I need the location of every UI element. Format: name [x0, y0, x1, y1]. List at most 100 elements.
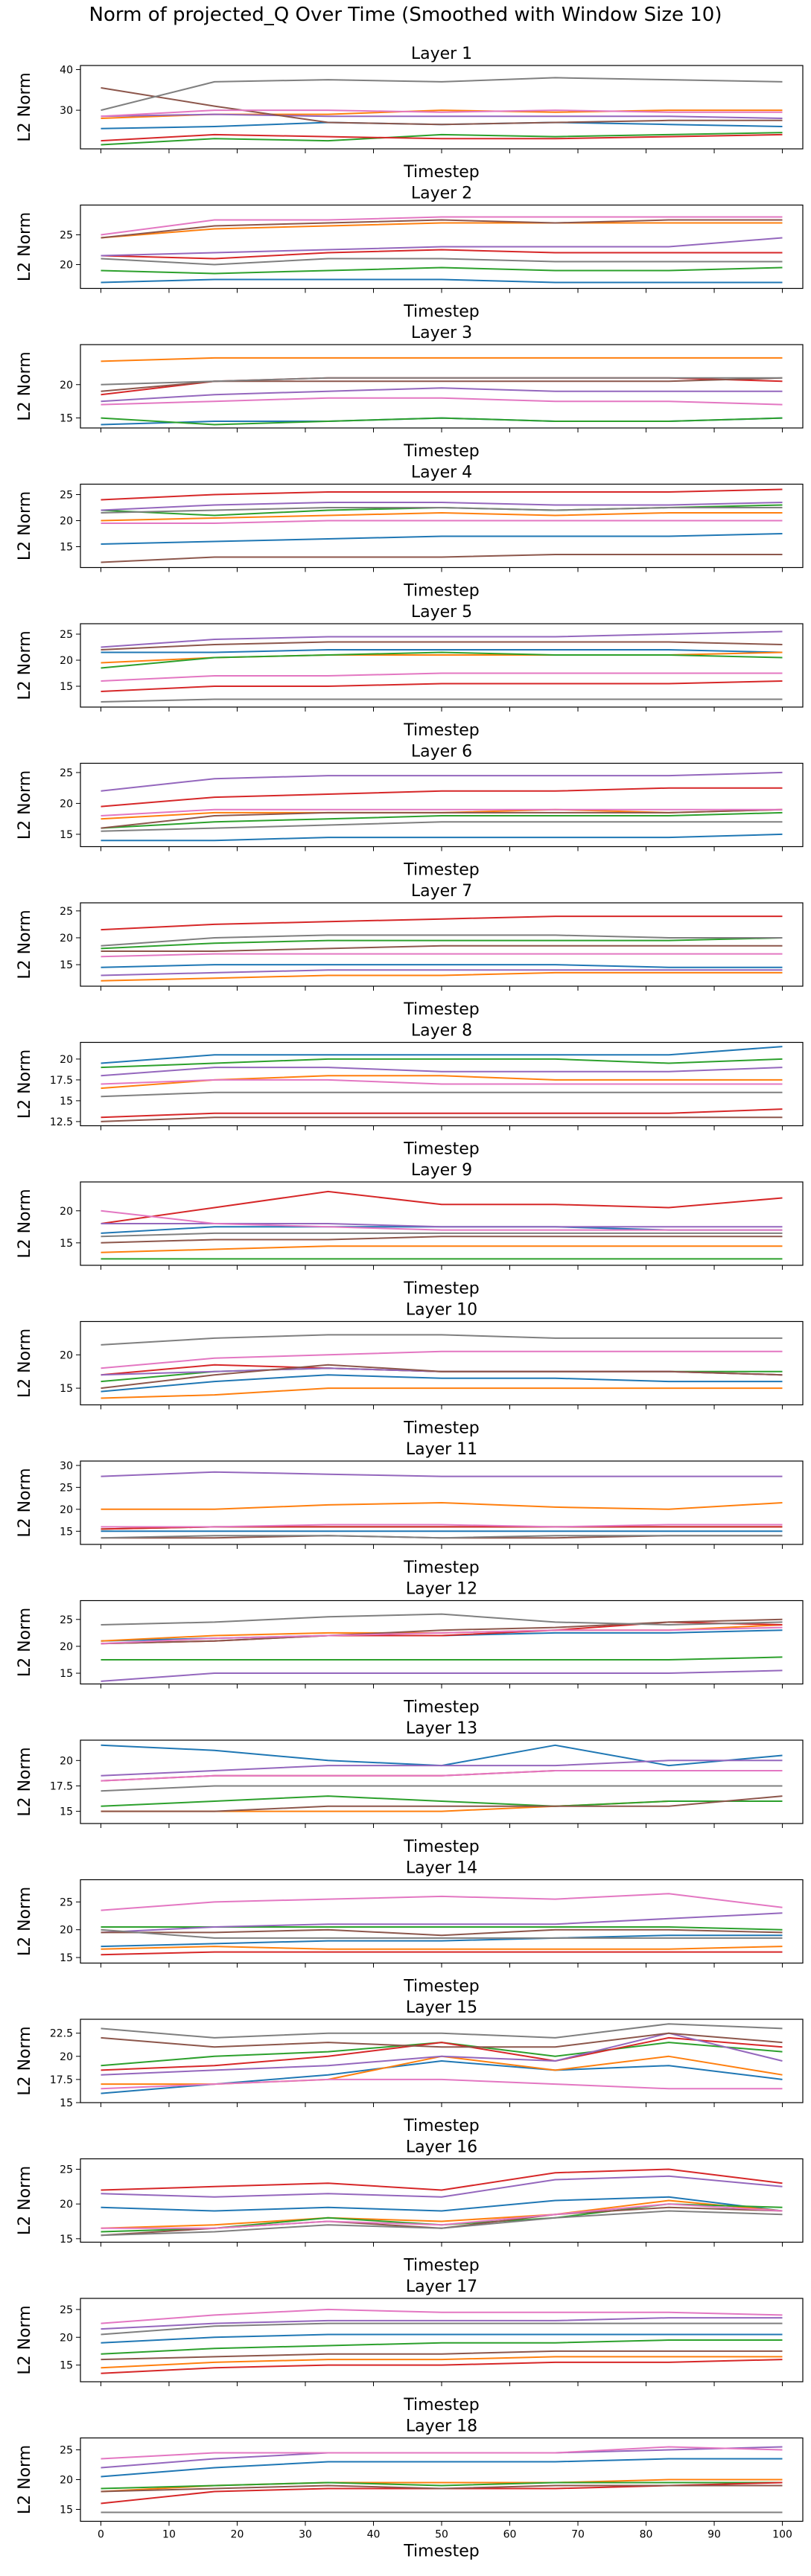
y-tick-label: 25	[60, 2164, 73, 2176]
series-line-6	[101, 1236, 783, 1244]
y-tick-label: 30	[60, 1460, 73, 1472]
y-tick-label: 15	[60, 2097, 73, 2109]
y-axis-label: L2 Norm	[16, 1887, 34, 1956]
y-tick-label: 25	[60, 767, 73, 779]
subplot-title: Layer 14	[406, 1859, 477, 1878]
y-axis-label: L2 Norm	[16, 910, 34, 979]
y-tick-label: 15	[60, 959, 73, 971]
subplot-layer-1: Layer 1 30 40 Timestep L2 Norm	[16, 45, 804, 182]
series-line-5	[101, 387, 783, 403]
series-line-3	[101, 266, 783, 275]
series-line-8	[101, 1613, 783, 1626]
series-line-1	[101, 1374, 783, 1393]
y-tick-label: 15	[60, 681, 73, 693]
subplot-title: Layer 2	[411, 185, 472, 203]
series-line-3	[101, 811, 783, 829]
y-axis-label: L2 Norm	[16, 2305, 34, 2374]
series-line-6	[101, 1364, 783, 1390]
series-line-3	[101, 1656, 783, 1661]
x-axis-label: Timestep	[403, 2117, 479, 2135]
x-axis-label: Timestep	[403, 163, 479, 182]
figure-title: Norm of projected_Q Over Time (Smoothed …	[89, 4, 722, 26]
series-line-7	[101, 672, 783, 682]
series-line-5	[101, 113, 783, 119]
y-tick-label: 15	[60, 1668, 73, 1680]
subplot-layer-6: Layer 6 15 20 25 Timestep L2 Norm	[16, 743, 804, 880]
series-line-6	[101, 2032, 783, 2048]
series-line-8	[101, 507, 783, 514]
y-axis-label: L2 Norm	[16, 351, 34, 421]
x-tick-label: 80	[640, 2529, 653, 2541]
y-tick-label: 15	[60, 2360, 73, 2372]
subplot-layer-5: Layer 5 15 20 25 Timestep L2 Norm	[16, 603, 804, 740]
x-tick-label: 10	[162, 2529, 176, 2541]
series-line-3	[101, 2481, 783, 2490]
y-tick-label: 40	[60, 64, 73, 76]
y-tick-label: 15	[60, 2234, 73, 2246]
x-axis-label: Timestep	[403, 442, 479, 461]
y-tick-label: 20	[60, 1349, 73, 1361]
series-line-7	[101, 1524, 783, 1528]
y-tick-label: 15	[60, 1952, 73, 1964]
series-line-8	[101, 1334, 783, 1346]
series-line-8	[101, 258, 783, 266]
series-line-6	[101, 1795, 783, 1812]
subplot-title: Layer 5	[411, 603, 472, 621]
series-line-8	[101, 1928, 783, 1939]
y-axis-label: L2 Norm	[16, 770, 34, 840]
y-tick-label: 22.5	[50, 2028, 73, 2040]
series-line-2	[101, 2199, 783, 2229]
y-tick-label: 20	[60, 1504, 73, 1516]
series-line-5	[101, 2446, 783, 2469]
y-tick-label: 20	[60, 2051, 73, 2063]
series-line-7	[101, 1770, 783, 1782]
subplot-title: Layer 4	[411, 464, 472, 482]
series-line-1	[101, 2196, 783, 2212]
subplot-layer-16: Layer 16 15 20 25 Timestep L2 Norm	[16, 2138, 804, 2275]
subplot-layer-3: Layer 3 15 20 Timestep L2 Norm	[16, 324, 804, 461]
series-line-2	[101, 1387, 783, 1399]
series-line-1	[101, 1046, 783, 1064]
subplot-layer-11: Layer 11 15 20 25 30 Timestep L2 Norm	[16, 1440, 804, 1577]
y-tick-label: 15	[60, 1806, 73, 1818]
series-line-4	[101, 2168, 783, 2191]
y-tick-label: 25	[60, 2304, 73, 2316]
y-axis-label: L2 Norm	[16, 1747, 34, 1816]
series-line-5	[101, 1471, 783, 1477]
y-axis-label: L2 Norm	[16, 491, 34, 560]
x-tick-label: 30	[299, 2529, 312, 2541]
y-axis-label: L2 Norm	[16, 1608, 34, 1677]
subplot-layer-13: Layer 13 15 17.5 20 Timestep L2 Norm	[16, 1719, 804, 1856]
y-axis-label: L2 Norm	[16, 1468, 34, 1537]
series-line-8	[101, 1535, 783, 1539]
x-tick-label: 20	[231, 2529, 244, 2541]
subplot-layer-18: Layer 18 15 20 25 0 10 20 30 40 50 60 70 80 90 100 Time…	[16, 2417, 804, 2561]
x-tick-label: 90	[707, 2529, 721, 2541]
series-line-8	[101, 1091, 783, 1098]
y-tick-label: 15	[60, 1238, 73, 1250]
y-tick-label: 12.5	[50, 1116, 73, 1128]
y-tick-label: 17.5	[50, 1075, 73, 1087]
y-tick-label: 15	[60, 1096, 73, 1108]
y-axis-label: L2 Norm	[16, 2026, 34, 2095]
series-line-6	[101, 87, 783, 126]
series-line-5	[101, 502, 783, 511]
subplot-title: Layer 17	[406, 2278, 477, 2296]
plot-frame	[80, 1320, 804, 1406]
y-tick-label: 15	[60, 1526, 73, 1538]
y-tick-label: 15	[60, 829, 73, 841]
x-axis-label: Timestep	[403, 1838, 479, 1856]
series-line-5	[101, 1760, 783, 1777]
series-line-4	[101, 2036, 783, 2071]
y-axis-label: L2 Norm	[16, 2445, 34, 2514]
x-tick-label: 70	[571, 2529, 585, 2541]
series-line-7	[101, 216, 783, 236]
series-line-7	[101, 2203, 783, 2229]
x-axis-label: Timestep	[403, 2257, 479, 2275]
series-line-5	[101, 1067, 783, 1077]
y-tick-label: 20	[60, 516, 73, 528]
x-axis-label: Timestep	[403, 721, 479, 740]
series-line-7	[101, 1209, 783, 1231]
